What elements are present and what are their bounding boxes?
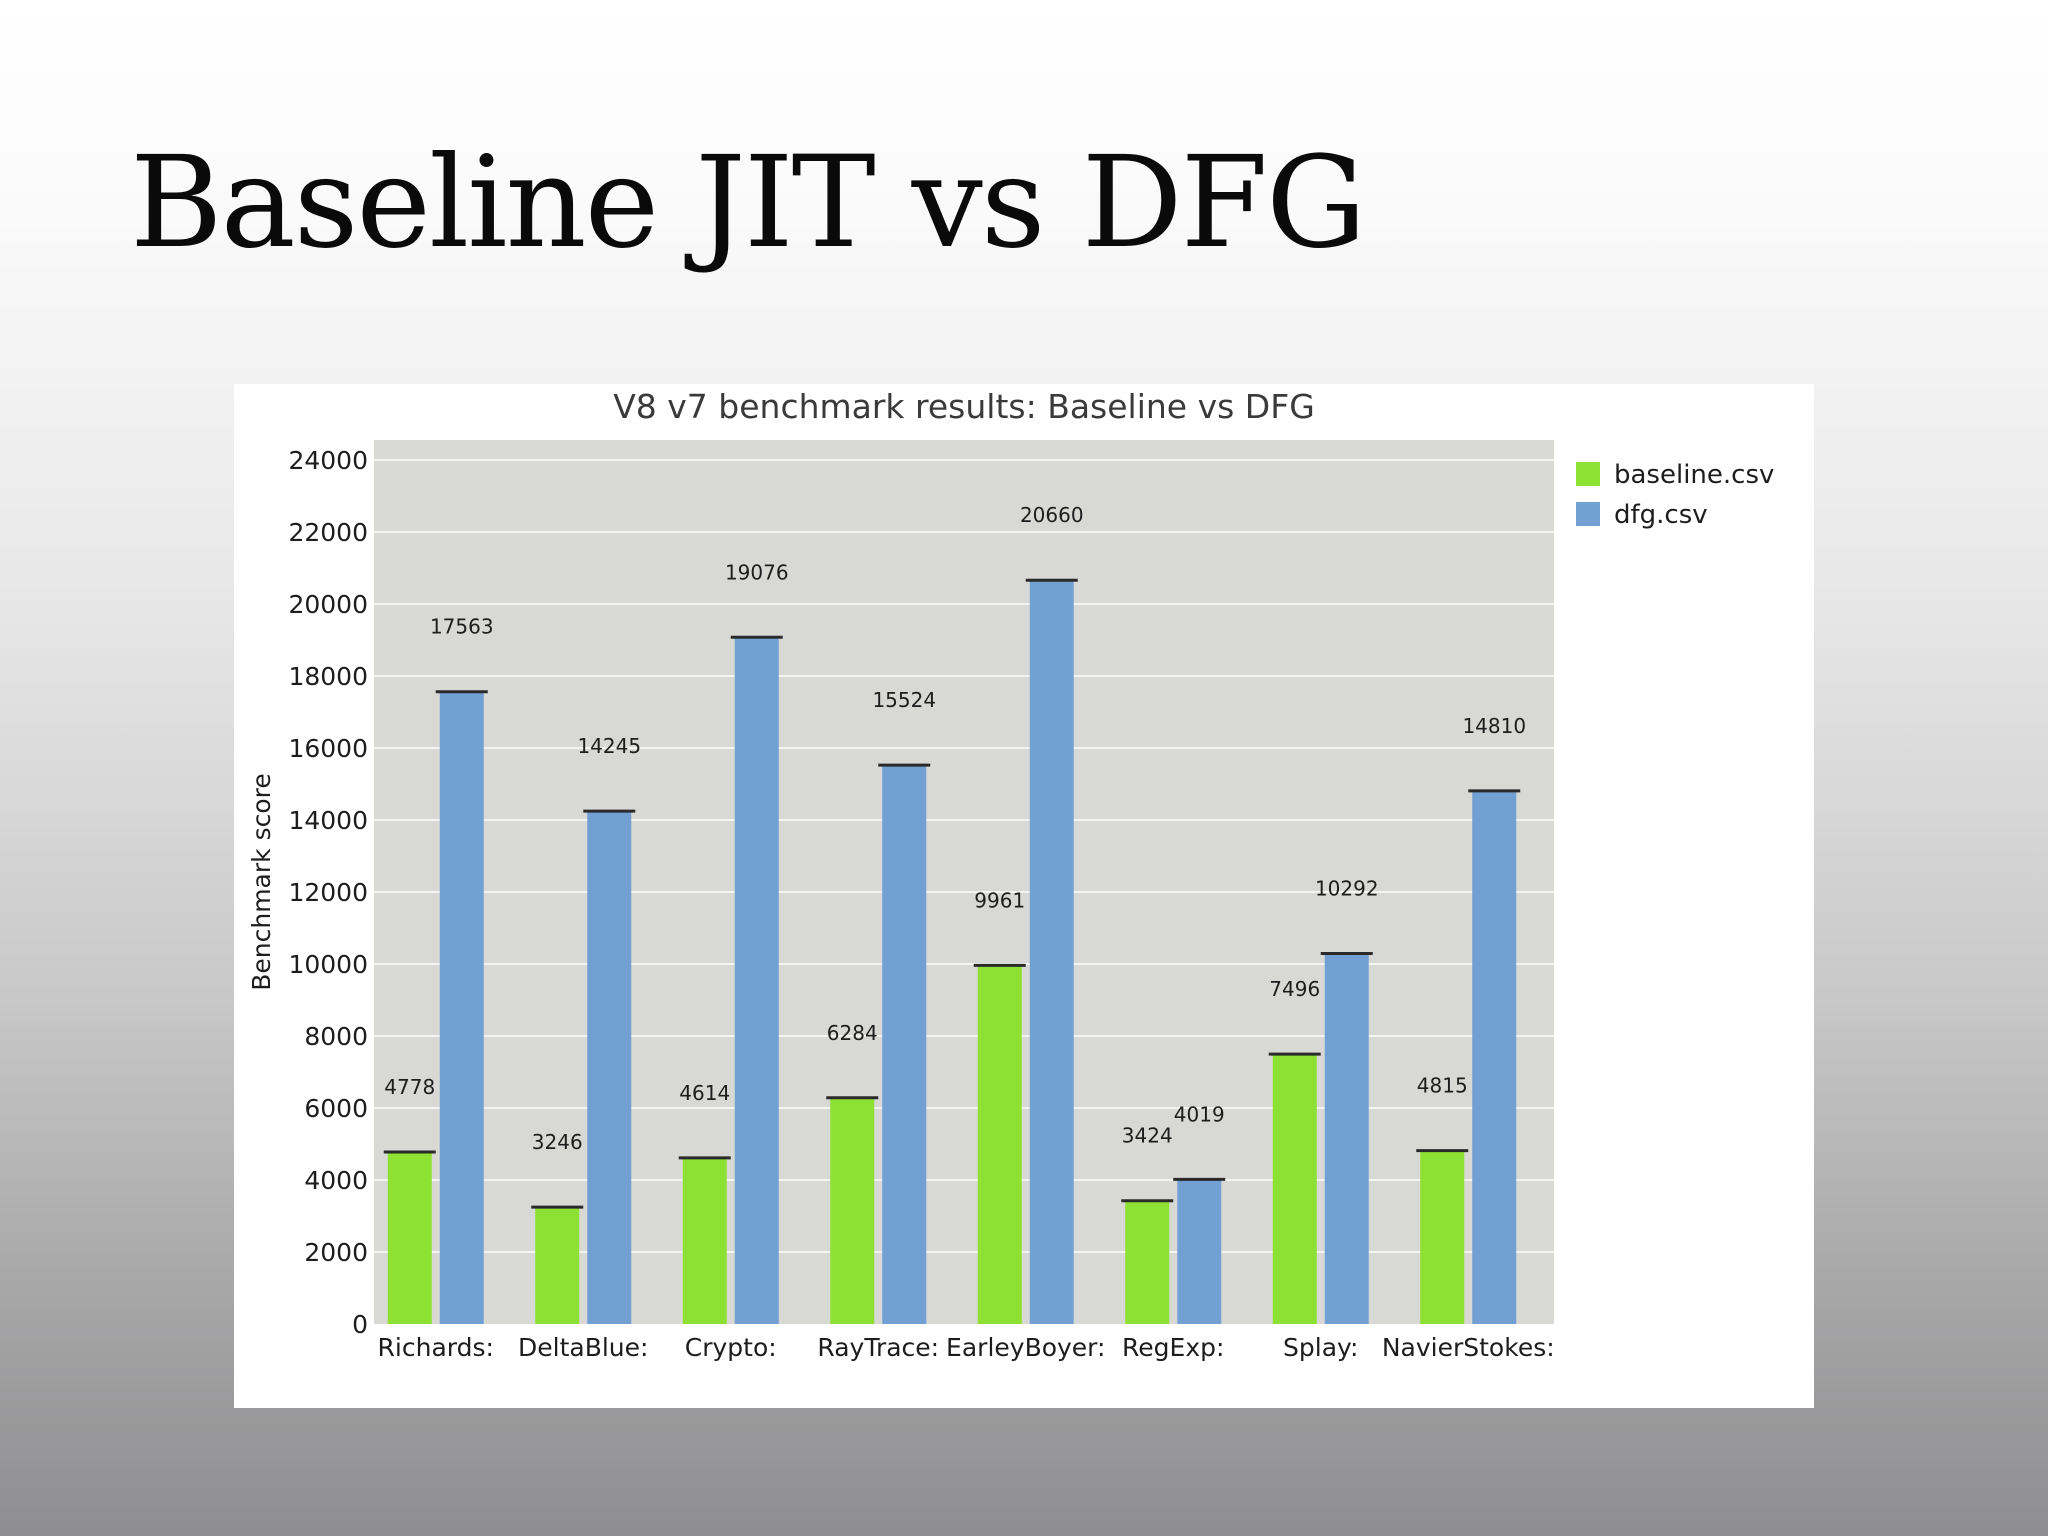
y-tick-label: 2000 bbox=[304, 1238, 368, 1267]
bar-chart: V8 v7 benchmark results: Baseline vs DFG… bbox=[247, 387, 1774, 1362]
data-label: 4019 bbox=[1174, 1102, 1225, 1126]
bar bbox=[734, 637, 779, 1324]
y-tick-label: 0 bbox=[352, 1310, 368, 1339]
bar bbox=[1177, 1179, 1222, 1324]
y-tick-label: 6000 bbox=[304, 1094, 368, 1123]
legend-label: dfg.csv bbox=[1614, 500, 1708, 530]
x-category-label: RegExp: bbox=[1122, 1333, 1224, 1362]
y-tick-label: 16000 bbox=[288, 734, 368, 763]
legend-swatch bbox=[1576, 502, 1600, 526]
y-tick-label: 10000 bbox=[288, 950, 368, 979]
x-category-label: RayTrace: bbox=[817, 1333, 939, 1362]
y-tick-label: 20000 bbox=[288, 590, 368, 619]
slide-title: Baseline JIT vs DFG bbox=[130, 129, 1367, 276]
bar bbox=[1125, 1200, 1170, 1324]
data-label: 19076 bbox=[725, 560, 789, 584]
y-tick-label: 4000 bbox=[304, 1166, 368, 1195]
bar bbox=[1420, 1150, 1465, 1324]
legend: baseline.csv dfg.csv bbox=[1576, 460, 1774, 530]
bar bbox=[682, 1157, 727, 1324]
data-label: 6284 bbox=[827, 1021, 878, 1045]
data-label: 4815 bbox=[1417, 1074, 1468, 1098]
y-tick-label: 14000 bbox=[288, 806, 368, 835]
legend-swatch bbox=[1576, 462, 1600, 486]
bar bbox=[1324, 953, 1369, 1324]
bar bbox=[1472, 790, 1517, 1324]
y-tick-label: 12000 bbox=[288, 878, 368, 907]
x-category-label: EarleyBoyer: bbox=[946, 1333, 1105, 1362]
bar bbox=[977, 965, 1022, 1324]
bar bbox=[830, 1097, 875, 1324]
data-label: 3246 bbox=[532, 1130, 583, 1154]
data-label: 4778 bbox=[384, 1075, 435, 1099]
data-label: 10292 bbox=[1315, 876, 1379, 900]
y-tick-label: 24000 bbox=[288, 446, 368, 475]
bar bbox=[439, 691, 484, 1324]
x-category-label: NavierStokes: bbox=[1382, 1333, 1555, 1362]
x-axis-categories: Richards: DeltaBlue: Crypto: RayTrace: Earle… bbox=[378, 1333, 1555, 1362]
x-category-label: Splay: bbox=[1283, 1333, 1358, 1362]
y-axis-label: Benchmark score bbox=[247, 773, 276, 991]
x-category-label: Crypto: bbox=[685, 1333, 777, 1362]
x-category-label: DeltaBlue: bbox=[518, 1333, 648, 1362]
legend-label: baseline.csv bbox=[1614, 460, 1774, 490]
bars: 4778 17563 3246 14245 4614 19076 6284 15524 9961… bbox=[383, 503, 1526, 1324]
data-label: 20660 bbox=[1020, 503, 1084, 527]
x-category-label: Richards: bbox=[378, 1333, 494, 1362]
bar bbox=[1272, 1054, 1317, 1324]
bar bbox=[535, 1207, 580, 1324]
data-label: 7496 bbox=[1269, 977, 1320, 1001]
y-tick-label: 8000 bbox=[304, 1022, 368, 1051]
data-label: 3424 bbox=[1122, 1124, 1173, 1148]
data-label: 14245 bbox=[577, 734, 641, 758]
bar bbox=[587, 811, 632, 1324]
y-axis-ticks: 0 2000 4000 6000 8000 10000 12000 14000 16000 180… bbox=[288, 446, 368, 1339]
data-label: 15524 bbox=[872, 688, 936, 712]
data-label: 9961 bbox=[974, 888, 1025, 912]
data-label: 4614 bbox=[679, 1081, 730, 1105]
bar bbox=[882, 765, 927, 1324]
chart-title: V8 v7 benchmark results: Baseline vs DFG bbox=[613, 387, 1315, 426]
chart-panel: V8 v7 benchmark results: Baseline vs DFG… bbox=[234, 384, 1814, 1408]
data-label: 17563 bbox=[430, 615, 494, 639]
gridlines bbox=[374, 459, 1554, 1253]
y-tick-label: 18000 bbox=[288, 662, 368, 691]
bar bbox=[1029, 580, 1074, 1324]
y-tick-label: 22000 bbox=[288, 518, 368, 547]
bar bbox=[387, 1151, 432, 1324]
data-label: 14810 bbox=[1462, 714, 1526, 738]
